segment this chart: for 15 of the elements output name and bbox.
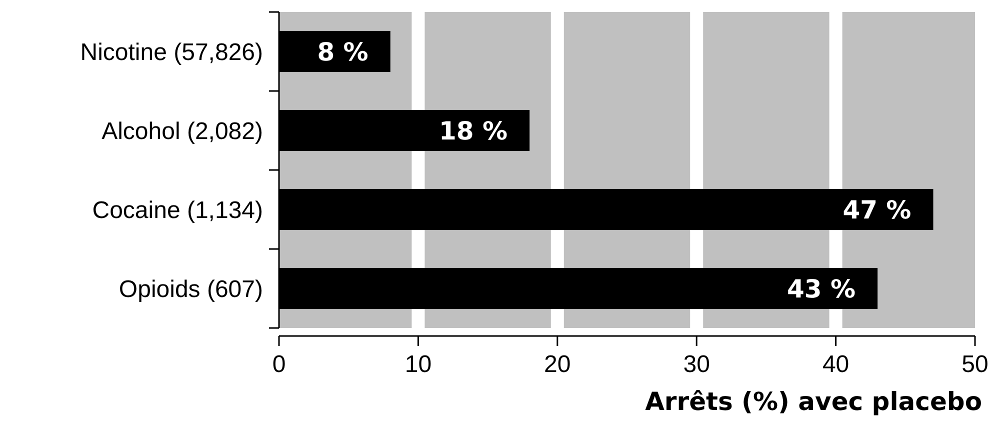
data-label: 47 %	[842, 195, 912, 224]
x-tick-label: 40	[822, 351, 850, 378]
y-tick-label: Alcohol (2,082)	[102, 118, 263, 145]
x-tick-label: 10	[404, 351, 432, 378]
y-tick-label: Nicotine (57,826)	[80, 38, 263, 66]
y-tick-label: Opioids (607)	[118, 276, 263, 303]
x-tick-label: 30	[683, 351, 710, 378]
x-tick-label: 50	[962, 351, 988, 378]
x-tick-label: 0	[272, 351, 286, 378]
x-axis-title: Arrêts (%) avec placebo	[645, 387, 982, 416]
data-label: 43 %	[787, 274, 856, 304]
y-tick-label: Cocaine (1,134)	[92, 196, 263, 224]
data-label: 8 %	[317, 37, 368, 66]
x-tick-label: 20	[544, 351, 571, 378]
data-label: 18 %	[439, 116, 508, 146]
